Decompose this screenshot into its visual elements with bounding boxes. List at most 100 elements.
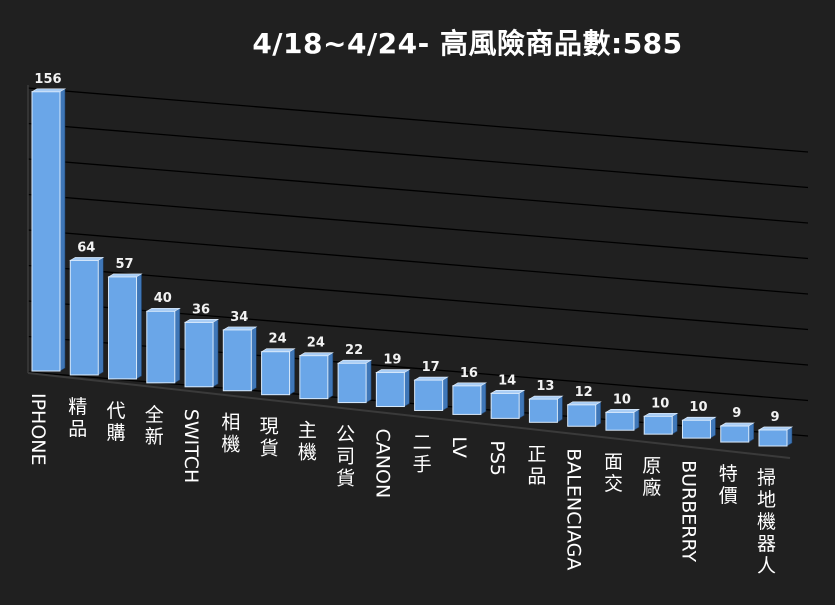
bar-top bbox=[375, 369, 411, 373]
category-label: 原廠 bbox=[642, 455, 661, 499]
bar-front bbox=[146, 310, 176, 384]
bar-front bbox=[643, 415, 673, 435]
bar bbox=[145, 307, 181, 384]
bar-side bbox=[59, 88, 66, 372]
bar bbox=[451, 382, 487, 415]
bar-front bbox=[528, 398, 558, 423]
data-label: 40 bbox=[154, 291, 172, 306]
bar-top bbox=[222, 326, 258, 331]
bar bbox=[337, 359, 373, 404]
bar bbox=[30, 88, 67, 372]
data-label: 14 bbox=[498, 373, 516, 388]
bar-top bbox=[681, 416, 717, 421]
bar-top bbox=[69, 257, 105, 261]
category-label: 主機 bbox=[298, 420, 317, 464]
floor-line bbox=[27, 372, 791, 459]
bar-top bbox=[298, 352, 334, 356]
bar-side bbox=[442, 376, 448, 412]
bar-top bbox=[337, 359, 373, 364]
bar bbox=[107, 273, 143, 380]
bar bbox=[222, 326, 258, 392]
gridline bbox=[27, 122, 809, 189]
bar bbox=[757, 426, 794, 447]
data-label: 12 bbox=[575, 385, 593, 400]
bar-front bbox=[222, 329, 252, 392]
bar-front bbox=[337, 362, 367, 404]
category-label: 特價 bbox=[719, 463, 738, 507]
bar bbox=[681, 416, 717, 439]
category-label: 掃地機器人 bbox=[757, 467, 776, 577]
bar-side bbox=[518, 389, 525, 419]
bars bbox=[30, 88, 794, 447]
data-label: 10 bbox=[651, 396, 669, 411]
bar bbox=[566, 401, 602, 427]
bar-top bbox=[643, 412, 679, 417]
category-label: IPHONE bbox=[27, 393, 49, 466]
bar-side bbox=[97, 256, 104, 376]
category-label: 公司貨 bbox=[336, 424, 355, 490]
category-label: 面交 bbox=[604, 451, 623, 495]
bar-side bbox=[212, 318, 219, 388]
bar-side bbox=[710, 416, 716, 439]
bar bbox=[528, 395, 564, 423]
gridline bbox=[27, 264, 809, 331]
data-label: 13 bbox=[536, 379, 554, 394]
data-label: 9 bbox=[732, 406, 741, 421]
bar-front bbox=[375, 372, 405, 408]
bar-front bbox=[184, 321, 214, 388]
data-label: 57 bbox=[115, 257, 133, 272]
data-label: 17 bbox=[422, 360, 440, 375]
bar-side bbox=[557, 395, 563, 423]
data-label: 22 bbox=[345, 343, 363, 358]
data-label: 24 bbox=[307, 336, 325, 351]
bar-top bbox=[566, 401, 602, 406]
bar-top bbox=[528, 395, 564, 400]
data-label: 64 bbox=[77, 240, 95, 255]
gridline bbox=[27, 158, 809, 224]
gridline bbox=[27, 300, 809, 366]
bar-side bbox=[251, 326, 257, 392]
category-label: 全新 bbox=[145, 404, 164, 448]
category-label: LV bbox=[448, 436, 470, 458]
bar-side bbox=[633, 408, 640, 431]
bar-front bbox=[261, 351, 291, 396]
data-label: 24 bbox=[269, 332, 287, 347]
bar bbox=[413, 376, 449, 412]
category-label: 正品 bbox=[527, 443, 546, 487]
bar-front bbox=[452, 385, 482, 415]
bar-front bbox=[108, 276, 138, 380]
bar-front bbox=[567, 404, 597, 427]
bar-front bbox=[605, 411, 635, 431]
category-label: PS5 bbox=[486, 440, 508, 476]
category-label: 二手 bbox=[413, 431, 432, 475]
bar bbox=[490, 389, 526, 419]
bar-side bbox=[480, 382, 487, 415]
data-label: 156 bbox=[34, 72, 61, 87]
bar-top bbox=[30, 88, 67, 93]
bar bbox=[260, 348, 296, 396]
data-label: 10 bbox=[689, 400, 707, 415]
bar-front bbox=[31, 91, 61, 372]
bar bbox=[69, 256, 105, 376]
data-label: 10 bbox=[613, 392, 631, 407]
bar-top bbox=[183, 319, 220, 323]
category-label: 現貨 bbox=[260, 416, 279, 460]
category-label: BALENCIAGA bbox=[563, 448, 585, 570]
category-label: 精品 bbox=[68, 396, 87, 440]
bar-front bbox=[681, 419, 711, 439]
data-label: 19 bbox=[383, 353, 401, 368]
bar-front bbox=[299, 355, 329, 400]
category-label: CANON bbox=[371, 429, 393, 499]
bar bbox=[719, 422, 755, 443]
bar-side bbox=[174, 307, 181, 384]
data-label: 16 bbox=[460, 366, 478, 381]
bar-top bbox=[757, 426, 794, 431]
bar bbox=[183, 318, 220, 388]
category-label: 相機 bbox=[221, 412, 240, 456]
bar-side bbox=[289, 348, 295, 396]
category-label: 代購 bbox=[107, 400, 126, 444]
bar-side bbox=[595, 401, 601, 427]
